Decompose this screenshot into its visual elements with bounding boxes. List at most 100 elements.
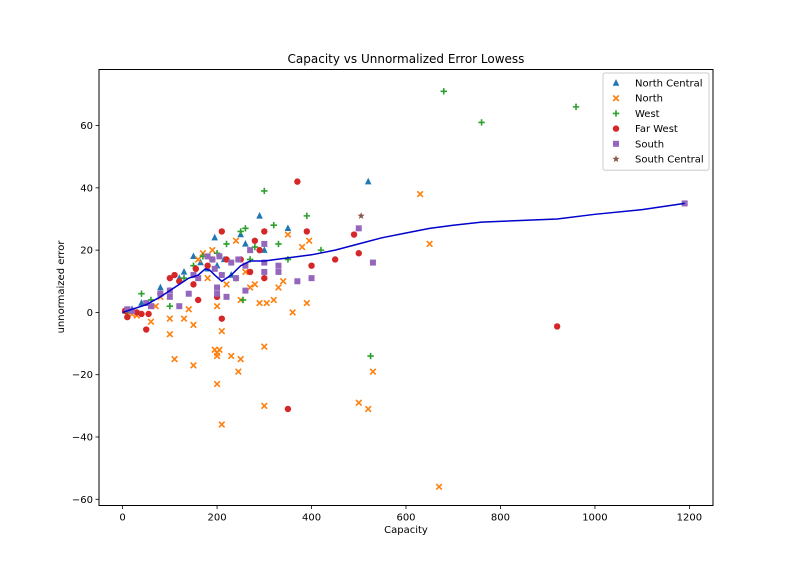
data-point-north [242, 268, 249, 276]
data-point-far-west [194, 296, 202, 304]
legend-label-north: North [635, 94, 663, 105]
plot-area [121, 88, 688, 491]
data-point-far-west [350, 231, 358, 238]
data-point-west [367, 352, 374, 360]
data-point-far-west [284, 405, 292, 413]
data-point-north [204, 274, 211, 282]
series-south-central [357, 212, 365, 219]
data-point-north [260, 343, 268, 351]
data-point-north [251, 281, 259, 288]
legend-marker-south-central [612, 155, 620, 163]
data-point-south [232, 275, 239, 282]
data-point-far-west [192, 265, 200, 273]
data-point-far-west [223, 256, 230, 263]
legend-label-south-central: South Central [635, 155, 704, 166]
x-tick-label: 400 [302, 513, 321, 524]
data-point-north [355, 399, 363, 407]
data-point-north [279, 277, 287, 285]
data-point-west [237, 228, 244, 235]
data-point-north-central [138, 299, 145, 306]
data-point-south [223, 293, 230, 300]
x-tick-label: 200 [208, 513, 227, 524]
data-point-south [681, 200, 688, 207]
data-point-far-west [331, 256, 339, 263]
data-point-north [213, 302, 221, 310]
y-tick-label: −40 [72, 432, 93, 443]
data-point-north [218, 421, 226, 428]
y-tick-label: −20 [72, 370, 93, 381]
data-point-west [239, 296, 247, 304]
data-point-west [223, 240, 230, 248]
x-tick-label: 0 [119, 513, 125, 524]
data-point-west [275, 240, 282, 248]
legend-label-north-central: North Central [635, 79, 703, 90]
data-point-south [242, 262, 249, 269]
y-tick-label: 0 [87, 308, 93, 319]
x-tick-label: 800 [491, 513, 510, 524]
data-point-south [176, 303, 183, 310]
data-point-north [166, 315, 174, 323]
data-point-south [209, 256, 216, 263]
data-point-south [261, 240, 268, 247]
data-point-north [185, 305, 193, 313]
legend: North Central North West Far West South South… [602, 72, 710, 171]
data-point-north [260, 402, 268, 410]
legend-label-west: West [635, 109, 660, 120]
data-point-north [284, 231, 292, 238]
data-point-north [275, 284, 282, 291]
data-point-west [261, 187, 268, 195]
data-point-west [572, 103, 580, 111]
data-point-south [214, 290, 221, 297]
legend-box [602, 72, 710, 171]
data-point-north [147, 318, 155, 326]
data-point-north [208, 246, 216, 254]
data-point-north [298, 243, 306, 251]
data-point-west [303, 212, 311, 220]
data-point-south [143, 300, 150, 307]
data-point-south [308, 275, 315, 282]
data-point-north-central [364, 177, 372, 185]
data-point-north [256, 299, 263, 307]
data-point-north [180, 315, 188, 323]
data-point-west [138, 290, 145, 297]
data-point-far-west [294, 178, 301, 185]
data-point-south [185, 290, 192, 297]
data-point-north [305, 237, 313, 245]
data-point-far-west [145, 310, 152, 318]
x-axis-label: Capacity [384, 525, 428, 536]
data-point-far-west [261, 274, 268, 282]
data-point-far-west [218, 315, 225, 322]
data-point-south [294, 278, 301, 285]
data-point-north [216, 346, 223, 354]
data-point-north [232, 237, 240, 245]
data-point-north [194, 256, 202, 263]
series-south [124, 200, 688, 314]
data-point-south [204, 253, 211, 260]
data-point-far-west [143, 326, 150, 333]
data-point-far-west [166, 274, 174, 282]
data-point-far-west [190, 281, 197, 288]
series-far-west [121, 178, 561, 413]
data-point-north [234, 368, 242, 375]
data-point-west [251, 243, 259, 251]
data-point-south [275, 262, 282, 269]
data-point-far-west [553, 323, 561, 330]
data-point-south [157, 290, 164, 297]
data-point-far-west [204, 262, 211, 269]
data-point-south [147, 303, 154, 310]
data-point-north [426, 240, 433, 248]
data-point-west [166, 302, 174, 310]
data-point-far-west [171, 271, 178, 279]
data-point-south [218, 272, 225, 279]
data-point-far-west [256, 246, 263, 254]
axis-ticks: 0 200 400 600 800 1000 1200 −60 −40 −20 0 20 40 60 [72, 121, 702, 523]
data-point-west [180, 274, 188, 282]
data-point-north [263, 299, 271, 307]
data-point-far-west [308, 262, 315, 269]
data-point-south [129, 307, 136, 314]
data-point-north-central [242, 240, 249, 247]
legend-marker-south [613, 140, 619, 147]
x-tick-label: 600 [396, 513, 415, 524]
data-point-north [270, 296, 278, 304]
